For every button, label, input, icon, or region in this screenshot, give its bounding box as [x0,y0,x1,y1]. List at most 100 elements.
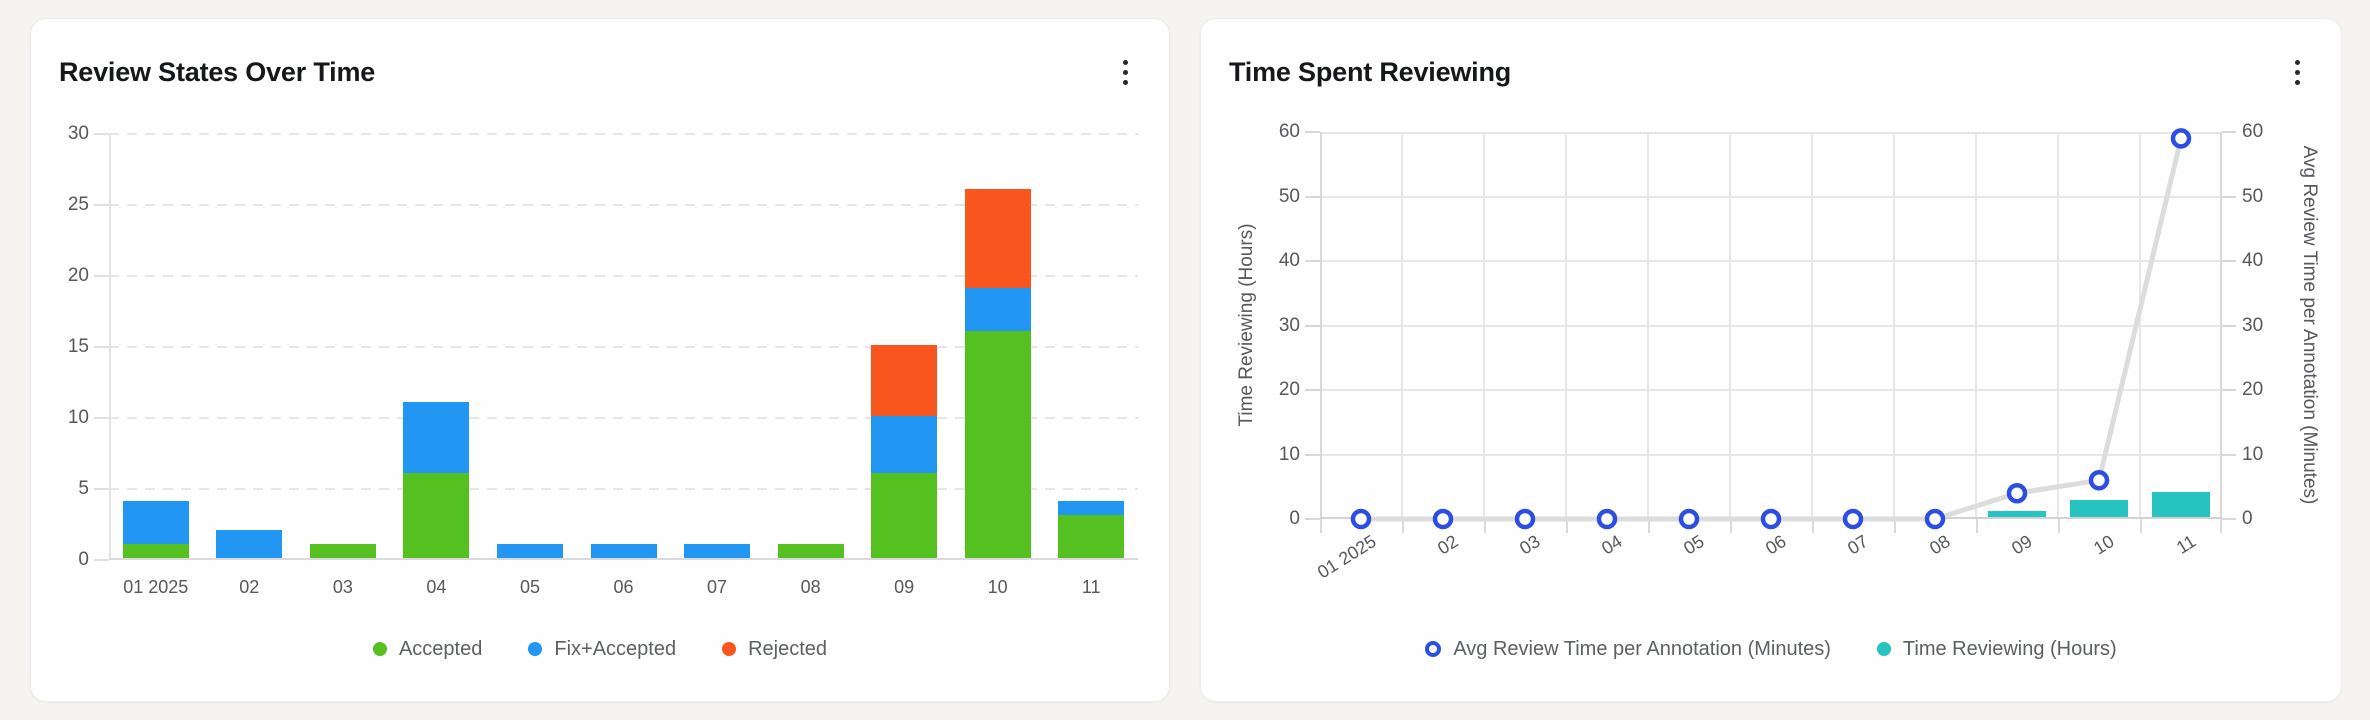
right-tick-mark [2222,324,2236,327]
gridline-vertical [1647,132,1649,519]
left-tick-mark [1305,260,1320,262]
bar-segment-fix-accepted [871,416,938,473]
gridline-vertical [1565,132,1567,519]
y-tick-label: 10 [67,407,89,428]
avg-review-time-line [1358,135,2184,522]
time-reviewing-bar [2070,499,2128,517]
legend-item-fix-accepted[interactable]: Fix+Accepted [528,638,676,661]
x-tick-label: 08 [1926,531,1954,559]
left-tick-label: 40 [1278,250,1300,271]
bar-segment-accepted [309,543,376,558]
bar-segment-fix-accepted [684,543,751,558]
y-tick-mark [94,488,109,490]
x-tick-mark [2220,519,2222,533]
legend-dot-icon [1876,642,1891,656]
gridline [109,133,1138,135]
chart-title: Review States Over Time [59,56,376,87]
gridline [109,488,1138,490]
gridline [1320,260,2222,262]
bar-segment-accepted [964,330,1031,558]
time-reviewing-bar [1988,510,2046,517]
y-tick-mark [94,346,109,348]
right-tick-label: 40 [2242,250,2264,271]
y-tick-label: 0 [78,549,89,570]
x-tick-label: 10 [987,577,1008,597]
gridline [1320,324,2222,327]
x-tick-mark [1894,519,1896,533]
bar-segment-fix-accepted [590,543,657,558]
gridline-vertical [1483,132,1485,519]
right-tick-label: 0 [2242,508,2253,529]
review-states-plot: 0 5 10 15 20 25 30 01 2025 02 03 04 05 06 07 08 09 10 11 [68,123,1138,597]
x-axis-line [109,558,1138,560]
y-axis-line-left [1320,132,1322,519]
y-tick-label: 15 [67,336,89,357]
plot-border-top [1320,132,2222,134]
review-states-card: Review States Over Time 0 5 10 15 20 25 30 01 2… [30,18,1170,702]
gridline [1320,195,2222,198]
bar-segment-accepted [122,543,189,558]
gridline-vertical [2057,132,2059,519]
left-tick-mark [1305,131,1320,133]
x-tick-mark [1730,519,1732,533]
line-marker-icon [2006,482,2028,504]
legend-item-time-reviewing[interactable]: Time Reviewing (Hours) [1876,637,2117,661]
left-tick-mark [1305,518,1320,520]
y-tick-mark [94,417,109,419]
gridline-vertical [1975,132,1977,519]
x-tick-label: 11 [2173,531,2200,558]
x-tick-label: 07 [707,577,728,597]
right-tick-label: 30 [2242,314,2264,336]
legend-dot-icon [372,642,387,656]
y-tick-mark [94,559,109,561]
left-tick-mark [1305,389,1320,391]
x-tick-label: 10 [2090,531,2118,559]
y-tick-mark [94,204,109,206]
legend-label: Time Reviewing (Hours) [1902,637,2117,660]
gridline-vertical [1811,132,1813,519]
y-tick-label: 25 [67,194,89,215]
bar-segment-fix-accepted [216,529,283,558]
left-tick-mark [1305,195,1320,198]
bar-segment-fix-accepted [122,501,189,544]
line-marker-icon [2170,128,2192,149]
x-tick-mark [1484,519,1486,533]
bar-segment-fix-accepted [403,401,470,473]
x-tick-label: 01 2025 [1313,531,1380,583]
kebab-menu-icon[interactable] [1107,55,1143,89]
right-axis-title: Avg Review Time per Annotation (Minutes) [2299,145,2320,505]
legend-label: Avg Review Time per Annotation (Minutes) [1453,637,1831,660]
bar-segment-fix-accepted [964,288,1031,331]
right-tick-mark [2222,260,2236,262]
bar-segment-accepted [403,472,470,558]
line-marker-icon [1514,508,1536,530]
line-marker-icon [1924,508,1946,530]
card-header: Review States Over Time [31,19,1169,89]
x-tick-label: 07 [1844,531,1872,559]
left-tick-label: 60 [1278,121,1300,142]
left-tick-label: 0 [1289,508,1300,529]
right-tick-label: 60 [2242,121,2264,142]
y-tick-label: 20 [67,265,89,286]
x-tick-label: 05 [519,577,540,597]
gridline [1320,453,2222,456]
kebab-menu-icon[interactable] [2279,55,2315,89]
bar-segment-rejected [964,188,1031,289]
time-spent-legend: Avg Review Time per Annotation (Minutes)… [1201,633,2341,665]
x-tick-mark [1648,519,1650,533]
time-spent-card: Time Spent Reviewing Time Reviewing (Hou… [1200,18,2342,702]
x-tick-label: 06 [1762,531,1790,559]
line-marker-icon [1350,508,1372,530]
y-tick-label: 5 [78,478,89,499]
gridline [1320,389,2222,391]
legend-item-accepted[interactable]: Accepted [372,638,482,661]
legend-item-rejected[interactable]: Rejected [722,638,827,661]
x-tick-label: 04 [1598,531,1626,559]
legend-item-avg-review-time[interactable]: Avg Review Time per Annotation (Minutes) [1425,638,1831,661]
card-header: Time Spent Reviewing [1201,19,2341,89]
x-tick-label: 08 [800,577,821,597]
left-tick-label: 30 [1278,314,1300,336]
bar-segment-rejected [871,345,938,416]
x-tick-label: 03 [1516,531,1544,559]
